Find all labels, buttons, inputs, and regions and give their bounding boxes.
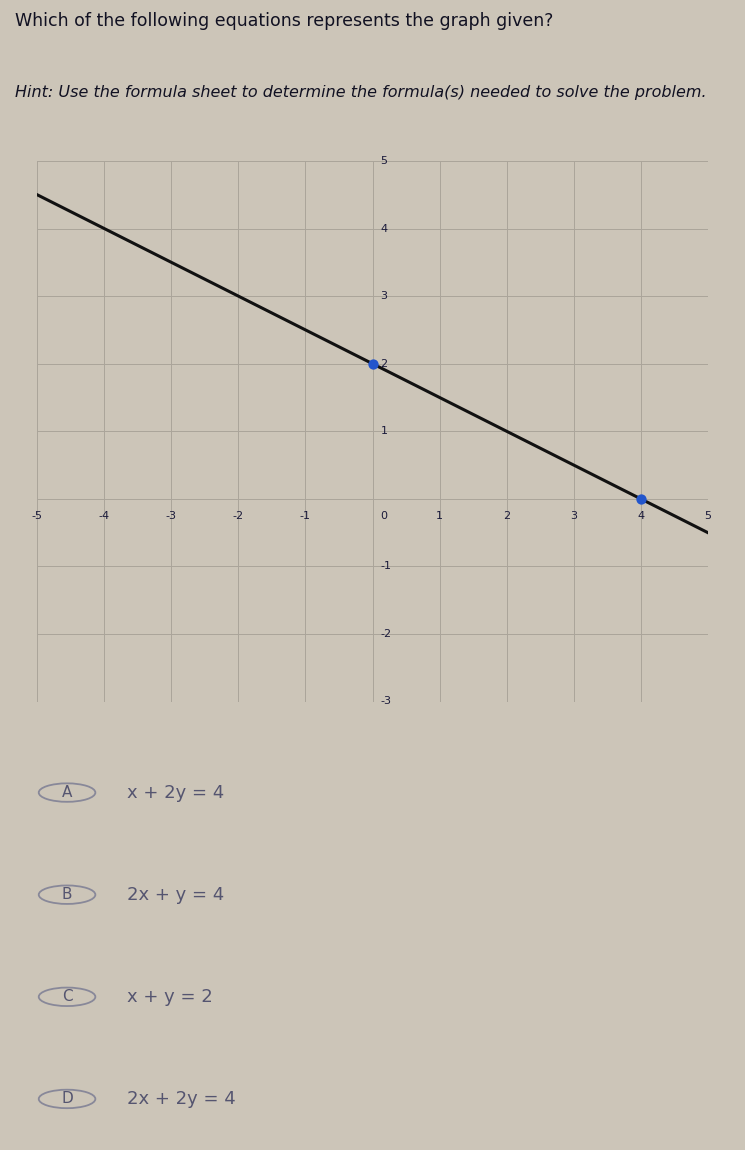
Text: 2: 2 <box>503 511 510 521</box>
Text: Hint: Use the formula sheet to determine the formula(s) needed to solve the prob: Hint: Use the formula sheet to determine… <box>15 85 706 100</box>
Text: -5: -5 <box>32 511 42 521</box>
Text: 1: 1 <box>381 427 387 436</box>
Text: -3: -3 <box>381 697 392 706</box>
Text: C: C <box>62 989 72 1004</box>
Text: 2x + 2y = 4: 2x + 2y = 4 <box>127 1090 235 1107</box>
Text: -2: -2 <box>381 629 392 639</box>
Text: 5: 5 <box>704 511 711 521</box>
Text: D: D <box>61 1091 73 1106</box>
Text: B: B <box>62 887 72 903</box>
Text: -3: -3 <box>166 511 177 521</box>
Text: x + 2y = 4: x + 2y = 4 <box>127 783 224 802</box>
Text: Which of the following equations represents the graph given?: Which of the following equations represe… <box>15 12 554 30</box>
Text: 5: 5 <box>381 156 387 166</box>
Text: 3: 3 <box>381 291 387 301</box>
Text: 2: 2 <box>381 359 387 369</box>
Text: 0: 0 <box>381 511 387 521</box>
Text: A: A <box>62 785 72 800</box>
Text: -1: -1 <box>381 561 392 572</box>
Text: 2x + y = 4: 2x + y = 4 <box>127 886 224 904</box>
Text: 1: 1 <box>436 511 443 521</box>
Text: 4: 4 <box>381 223 387 233</box>
Text: -1: -1 <box>300 511 311 521</box>
Text: 3: 3 <box>570 511 577 521</box>
Point <box>367 354 378 373</box>
Text: x + y = 2: x + y = 2 <box>127 988 212 1006</box>
Text: -4: -4 <box>99 511 110 521</box>
Text: 4: 4 <box>637 511 644 521</box>
Text: -2: -2 <box>233 511 244 521</box>
Point <box>635 490 647 508</box>
